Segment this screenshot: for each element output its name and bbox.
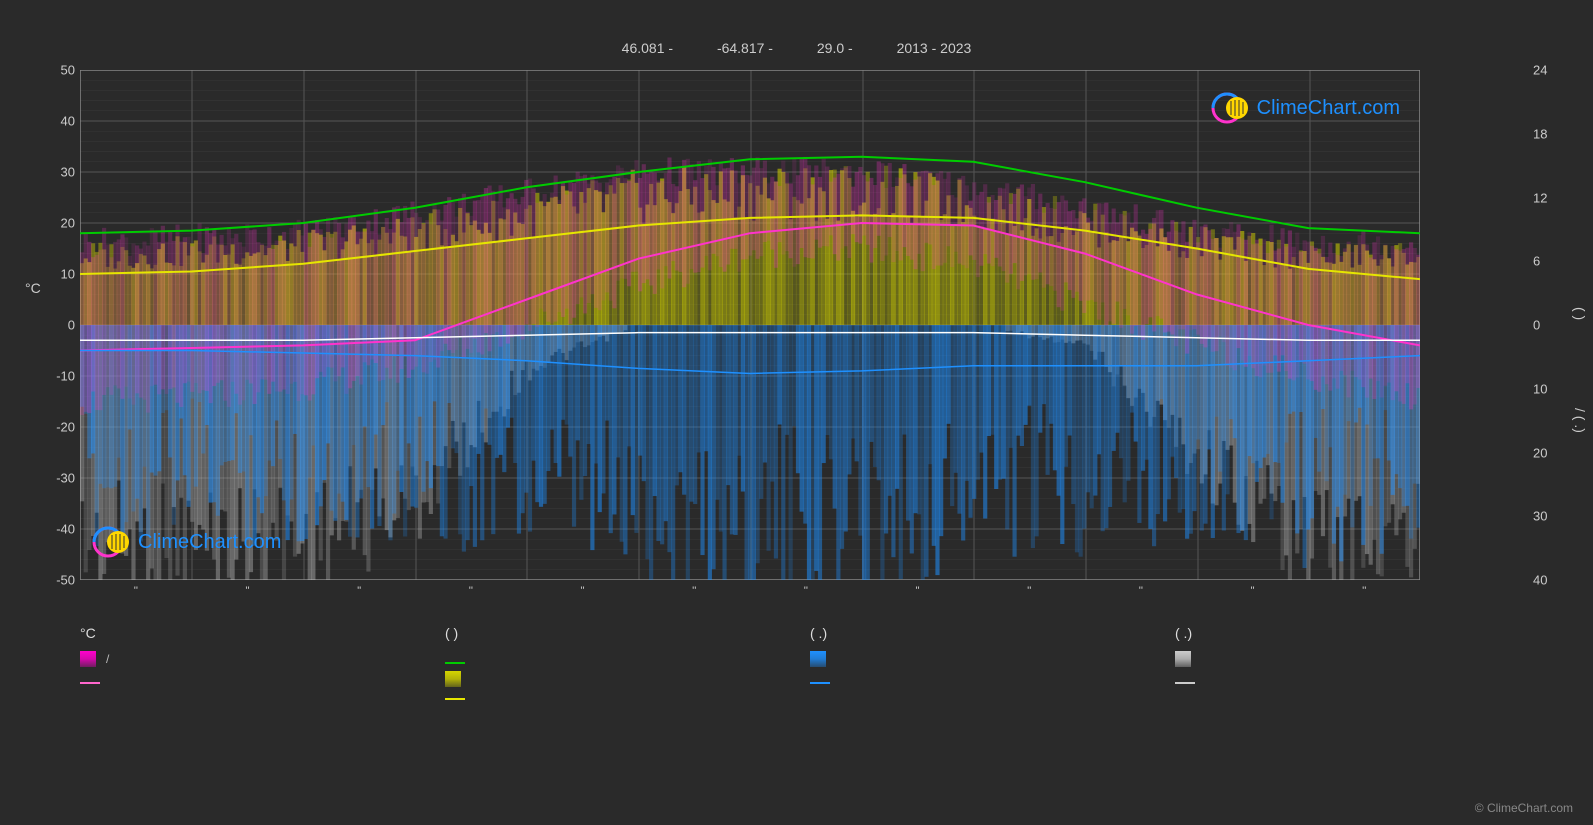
brand-logo-top: ClimeChart.com [1211, 88, 1400, 128]
y-axis-left-label: °C [25, 280, 41, 296]
y-axis-right-label: ( ) / ( .) [1572, 220, 1588, 520]
header-lat: 46.081 - [622, 40, 673, 56]
brand-logo-bottom: ClimeChart.com [92, 522, 281, 562]
legend-body: / [60, 651, 1520, 700]
logo-icon [1211, 88, 1251, 128]
chart-container: 46.081 - -64.817 - 29.0 - 2013 - 2023 °C… [0, 0, 1593, 825]
y-axis-left-ticks: -50-40-30-20-1001020304050 [40, 70, 75, 580]
header-elev: 29.0 - [817, 40, 853, 56]
chart-svg [80, 70, 1420, 580]
brand-text: ClimeChart.com [1257, 97, 1400, 120]
legend-headers: °C( )( .)( .) [60, 625, 1520, 641]
x-axis-ticks: '''''''''''''''''''''''' [80, 585, 1420, 597]
logo-icon [92, 522, 132, 562]
header-lon: -64.817 - [717, 40, 773, 56]
chart-header: 46.081 - -64.817 - 29.0 - 2013 - 2023 [0, 40, 1593, 56]
brand-text: ClimeChart.com [138, 531, 281, 554]
chart-plot-area: ClimeChart.com ClimeChart.com [80, 70, 1420, 580]
y-axis-right-ticks: 0612182410203040 [1533, 70, 1563, 580]
legend: °C( )( .)( .) / [60, 625, 1520, 704]
copyright: © ClimeChart.com [1475, 801, 1573, 815]
header-years: 2013 - 2023 [897, 40, 972, 56]
